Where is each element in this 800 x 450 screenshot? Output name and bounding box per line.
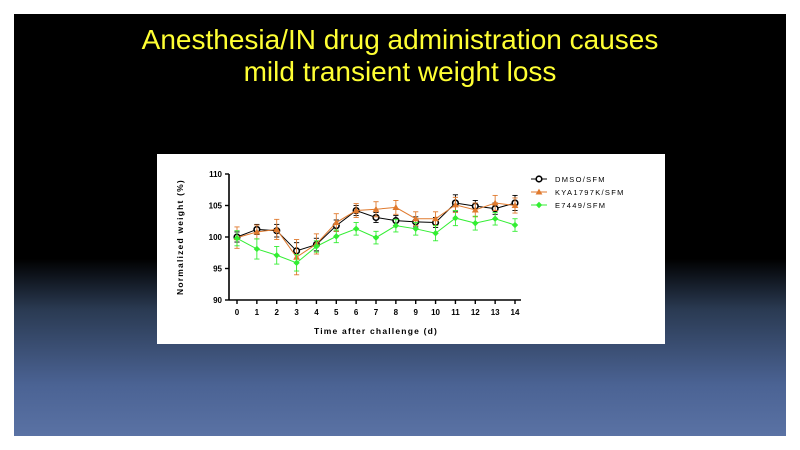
data-point	[392, 203, 400, 210]
x-tick-label: 8	[394, 308, 399, 317]
data-point	[471, 206, 479, 213]
data-point	[491, 199, 499, 206]
data-point	[313, 243, 320, 250]
data-point	[472, 219, 479, 227]
data-point	[412, 215, 420, 222]
slide-title-line-2: mild transient weight loss	[243, 56, 557, 87]
y-tick-label: 90	[213, 296, 222, 305]
data-point	[412, 225, 419, 233]
legend-item: DMSO/SFM	[531, 175, 606, 184]
data-point	[273, 252, 280, 259]
data-point	[333, 233, 340, 240]
data-point	[452, 214, 459, 222]
data-point	[511, 221, 519, 229]
slide-title-line-1: Anesthesia/IN drug administration causes	[141, 24, 659, 55]
x-tick-label: 14	[511, 308, 520, 317]
data-point	[352, 207, 360, 214]
x-tick-label: 12	[471, 308, 480, 317]
x-axis-title: Time after challenge (d)	[314, 326, 438, 336]
legend-item: E7449/SFM	[531, 201, 606, 210]
data-point	[233, 235, 241, 242]
legend-marker	[535, 188, 543, 195]
legend-item: KYA1797K/SFM	[531, 188, 625, 197]
x-tick-label: 10	[431, 308, 440, 317]
data-point	[372, 205, 380, 212]
x-tick-label: 5	[334, 308, 339, 317]
legend-marker	[535, 175, 543, 183]
y-axis-title: Normalized weight (%)	[175, 179, 185, 295]
y-tick-label: 100	[209, 233, 223, 242]
x-tick-label: 7	[374, 308, 379, 317]
x-tick-label: 6	[354, 308, 359, 317]
data-point	[273, 226, 281, 232]
presentation-slide: Anesthesia/IN drug administration causes…	[14, 14, 786, 436]
series-layer	[233, 194, 519, 276]
data-point	[253, 245, 261, 253]
legend-marker	[535, 201, 543, 209]
y-tick-label: 110	[209, 170, 222, 179]
data-point	[253, 228, 261, 235]
x-tick-label: 1	[255, 308, 260, 317]
data-point	[432, 230, 439, 237]
x-tick-label: 4	[314, 308, 319, 317]
legend: DMSO/SFM KYA1797K/SFM E7449/SFM	[531, 175, 625, 210]
data-point	[432, 215, 439, 222]
x-tick-label: 2	[274, 308, 279, 317]
data-point	[372, 234, 380, 241]
x-tick-label: 0	[235, 308, 240, 317]
data-point	[511, 202, 519, 209]
x-tick-label: 11	[451, 308, 460, 317]
series-e7449-sfm	[233, 210, 519, 272]
y-tick-label: 105	[209, 202, 223, 211]
legend-label: DMSO/SFM	[555, 175, 606, 184]
x-tick-label: 3	[294, 308, 299, 317]
chart-panel: 90 95 100 105 110 0 1 2 3 4 5 6 7 8 9 10 11 12 13 14 Time af…	[157, 154, 665, 344]
slide-title: Anesthesia/IN drug administration causes…	[14, 24, 786, 88]
x-tick-label: 13	[491, 308, 500, 317]
data-point	[293, 259, 300, 267]
y-tick-label: 95	[213, 265, 222, 274]
data-point	[491, 215, 499, 222]
legend-label: KYA1797K/SFM	[555, 188, 625, 197]
data-point	[352, 225, 360, 233]
data-point	[452, 201, 459, 208]
x-tick-label: 9	[413, 308, 418, 317]
data-point	[332, 219, 340, 226]
legend-label: E7449/SFM	[555, 201, 606, 210]
